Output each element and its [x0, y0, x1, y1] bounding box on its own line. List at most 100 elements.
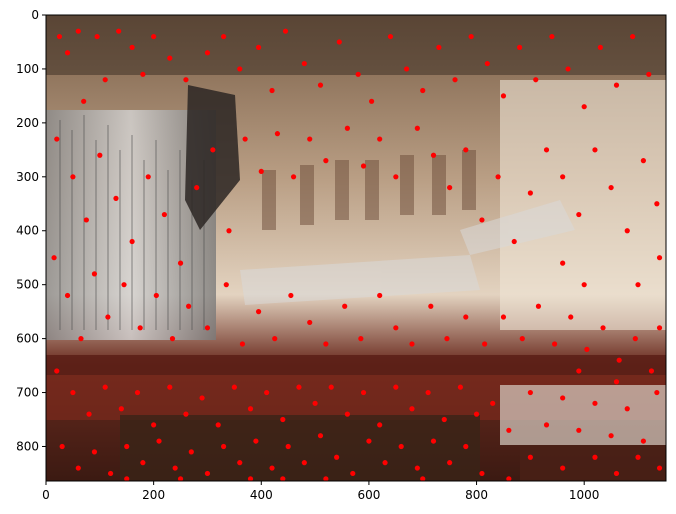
data-point — [425, 389, 431, 396]
data-point — [161, 211, 168, 218]
data-point — [360, 163, 367, 169]
data-point — [239, 341, 246, 347]
data-point — [444, 336, 450, 342]
data-point — [78, 336, 84, 342]
data-point — [511, 238, 517, 245]
data-point — [463, 443, 469, 450]
data-point — [323, 341, 329, 347]
y-tick-label: 700 — [16, 386, 39, 400]
data-point — [490, 400, 496, 406]
data-point — [608, 184, 614, 191]
data-point — [177, 260, 184, 266]
data-point — [237, 66, 243, 72]
data-point — [393, 384, 399, 390]
data-point — [482, 341, 488, 347]
data-point — [70, 174, 76, 180]
data-point — [382, 460, 388, 466]
plot-frame — [45, 14, 667, 482]
data-point — [358, 336, 364, 342]
data-point — [584, 346, 590, 352]
data-point — [430, 438, 437, 444]
data-point — [581, 282, 587, 288]
data-point — [151, 33, 157, 40]
y-tick-label: 300 — [16, 170, 39, 184]
data-point — [519, 336, 525, 342]
data-point — [656, 325, 663, 331]
data-point — [452, 77, 458, 83]
data-point — [301, 60, 307, 67]
data-point — [56, 33, 63, 40]
data-point — [242, 136, 248, 142]
data-point — [140, 460, 146, 466]
data-point — [640, 158, 646, 164]
data-point — [369, 98, 375, 104]
data-point — [172, 465, 178, 471]
data-point — [484, 60, 490, 67]
data-point — [194, 184, 200, 191]
data-point — [247, 406, 254, 412]
data-point — [64, 50, 71, 56]
data-point — [527, 190, 533, 196]
data-point — [377, 422, 383, 428]
data-point — [527, 389, 533, 396]
data-point — [317, 82, 324, 88]
data-point — [255, 44, 262, 50]
data-point — [430, 152, 437, 158]
data-point — [533, 77, 539, 83]
data-point — [613, 379, 620, 385]
x-tick-label: 0 — [42, 488, 50, 502]
data-point — [560, 260, 566, 266]
data-point — [344, 125, 350, 131]
data-point — [70, 389, 76, 396]
data-point — [183, 411, 189, 417]
data-point — [204, 470, 211, 477]
data-point — [156, 438, 162, 444]
data-point — [576, 211, 582, 218]
data-point — [568, 314, 574, 320]
data-point — [393, 325, 399, 331]
scatter-points — [51, 28, 663, 481]
data-point — [118, 406, 124, 412]
data-point — [495, 174, 501, 180]
data-point — [231, 384, 237, 390]
data-point — [113, 195, 119, 201]
data-point — [151, 422, 157, 428]
data-point — [600, 325, 606, 331]
data-point — [393, 174, 399, 180]
x-tick-label: 200 — [142, 488, 165, 502]
x-tick-label: 600 — [357, 488, 380, 502]
data-point — [646, 71, 652, 77]
data-point — [420, 476, 426, 481]
data-point — [409, 406, 415, 412]
data-point — [457, 384, 464, 390]
y-tick-label: 100 — [16, 62, 39, 76]
data-point — [307, 319, 313, 326]
y-tick-label: 0 — [31, 8, 39, 22]
data-point — [124, 443, 130, 450]
data-point — [656, 255, 663, 261]
data-point — [64, 292, 71, 299]
data-point — [188, 449, 194, 455]
data-point — [479, 470, 485, 477]
data-point — [140, 71, 146, 77]
data-point — [204, 50, 211, 56]
background-photo — [46, 15, 666, 481]
data-point — [479, 217, 485, 223]
data-point — [344, 411, 350, 417]
data-point — [387, 33, 394, 40]
data-point — [447, 184, 453, 191]
data-point — [463, 314, 469, 320]
data-point — [177, 476, 184, 481]
data-point — [336, 39, 342, 45]
data-point — [269, 87, 275, 94]
data-point — [226, 228, 232, 234]
data-point — [91, 271, 98, 277]
data-point — [317, 433, 324, 439]
data-point — [280, 416, 286, 423]
data-point — [137, 325, 143, 331]
data-point — [350, 470, 356, 477]
data-point — [334, 454, 340, 460]
data-point — [560, 395, 566, 401]
data-point — [377, 292, 383, 299]
